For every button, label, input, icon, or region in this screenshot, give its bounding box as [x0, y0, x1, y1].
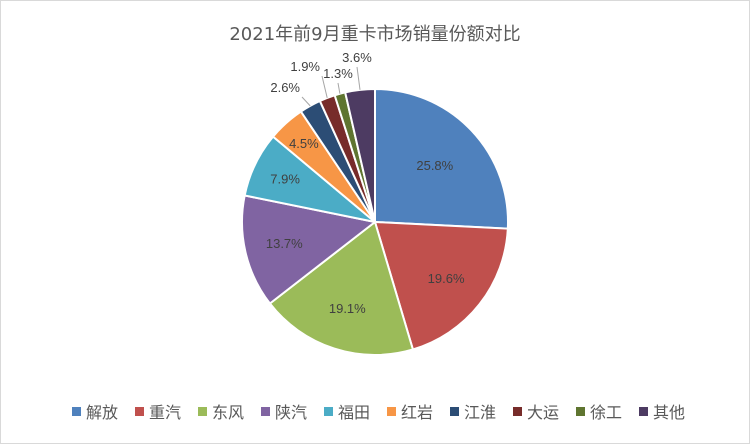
- legend-label-江淮: 江淮: [464, 403, 496, 422]
- pie-slice-重汽: [373, 220, 509, 351]
- data-labels: 25.8% 19.6% 19.1% 13.7% 7.9% 4.5% 2.6% 1.9% 1.3%…: [266, 50, 465, 316]
- legend-label-其他: 其他: [653, 403, 685, 422]
- data-label-大运: 1.9%: [290, 59, 320, 74]
- data-label-江淮: 2.6%: [270, 80, 300, 95]
- leader-lines: [301, 66, 361, 107]
- data-label-东风: 19.1%: [329, 301, 366, 316]
- legend-swatch-大运: [513, 407, 522, 416]
- data-label-重汽: 19.6%: [428, 271, 465, 286]
- legend-swatch-福田: [324, 407, 333, 416]
- legend: 解放 重汽 东风 陕汽 福田 红岩 江淮 大运 徐工 其他: [72, 403, 685, 422]
- legend-label-福田: 福田: [338, 403, 370, 422]
- leader-line-江淮: [301, 96, 311, 107]
- data-label-福田: 7.9%: [270, 172, 300, 187]
- legend-swatch-红岩: [387, 407, 396, 416]
- leader-line-大运: [321, 75, 328, 99]
- leader-line-徐工: [337, 82, 341, 94]
- pie-slices: [241, 87, 509, 356]
- data-label-解放: 25.8%: [416, 158, 453, 173]
- legend-label-红岩: 红岩: [401, 403, 433, 422]
- data-label-其他: 3.6%: [342, 50, 372, 65]
- legend-label-东风: 东风: [212, 403, 244, 422]
- legend-swatch-东风: [198, 407, 207, 416]
- legend-swatch-江淮: [450, 407, 459, 416]
- legend-label-徐工: 徐工: [590, 403, 622, 422]
- legend-swatch-重汽: [135, 407, 144, 416]
- legend-swatch-解放: [72, 407, 81, 416]
- pie-slice-陕汽: [241, 194, 378, 305]
- data-label-徐工: 1.3%: [323, 66, 353, 81]
- pie-slice-解放: [374, 87, 509, 230]
- legend-label-解放: 解放: [86, 403, 118, 422]
- legend-label-陕汽: 陕汽: [275, 403, 307, 422]
- data-label-红岩: 4.5%: [289, 136, 319, 151]
- leader-line-其他: [356, 66, 361, 90]
- pie-slice-东风: [268, 220, 415, 356]
- legend-label-大运: 大运: [527, 403, 559, 422]
- pie-slice-其他: [343, 87, 376, 223]
- legend-swatch-徐工: [576, 407, 585, 416]
- chart-title: 2021年前9月重卡市场销量份额对比: [229, 24, 520, 45]
- legend-swatch-陕汽: [261, 407, 270, 416]
- legend-swatch-其他: [639, 407, 648, 416]
- data-label-陕汽: 13.7%: [266, 236, 303, 251]
- legend-label-重汽: 重汽: [149, 403, 181, 422]
